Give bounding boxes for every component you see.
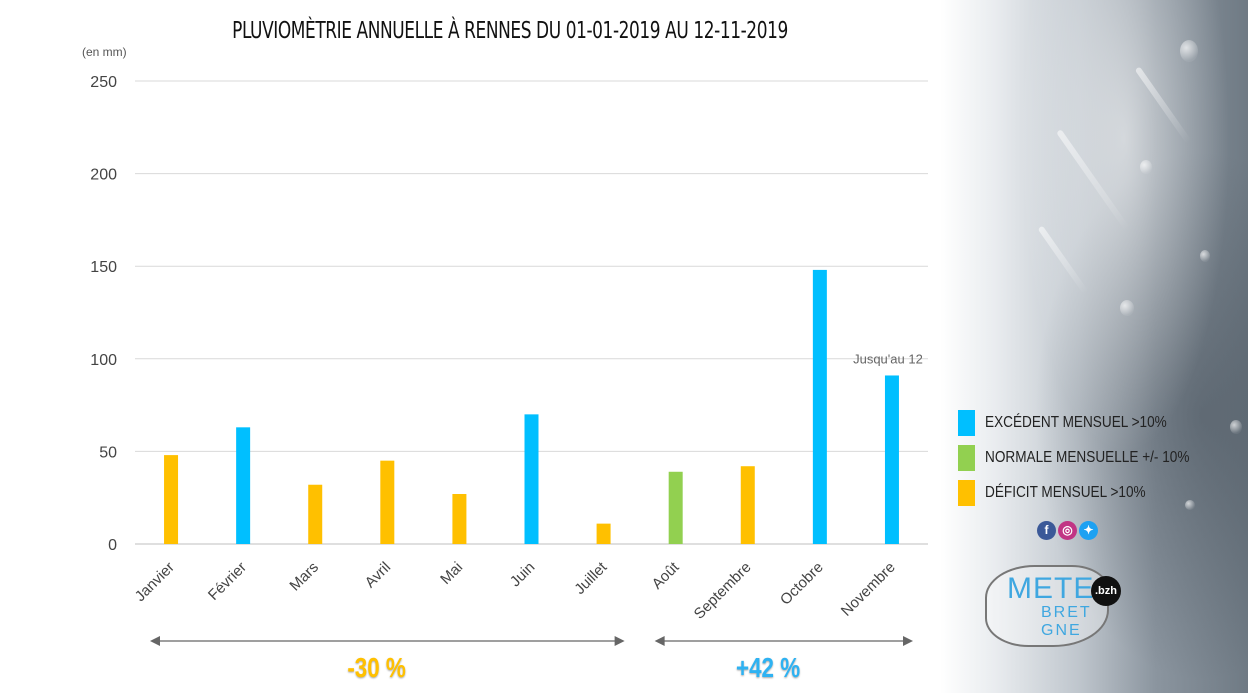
legend-label-deficit: DÉFICIT MENSUEL >10%	[985, 484, 1146, 501]
logo-badge-bzh: .bzh	[1091, 576, 1121, 606]
y-tick-label: 0	[108, 537, 117, 554]
bar-février	[236, 427, 251, 544]
period-deficit-percent: -30 %	[347, 652, 406, 683]
bar-mars	[308, 484, 323, 544]
bar-avril	[380, 460, 395, 544]
x-tick-label: Mai	[437, 559, 466, 588]
brittany-map-icon	[985, 565, 1109, 647]
period-arrow-head-right	[903, 636, 913, 646]
bar-octobre	[812, 269, 827, 544]
facebook-icon[interactable]: f	[1037, 521, 1056, 540]
bar-novembre	[884, 375, 899, 544]
bar-juillet	[596, 523, 611, 544]
legend-swatch-normale	[958, 445, 975, 471]
x-tick-label: Août	[649, 558, 683, 592]
bar-septembre	[740, 466, 755, 544]
x-tick-label: Février	[205, 559, 250, 604]
x-tick-label: Avril	[362, 559, 394, 591]
legend-label-excedent: EXCÉDENT MENSUEL >10%	[985, 414, 1167, 431]
bar-juin	[524, 414, 539, 544]
x-tick-label: Mars	[286, 559, 322, 595]
period-arrow-head-right	[614, 636, 625, 646]
logo-text-meteo: METE	[1007, 572, 1095, 605]
y-tick-label: 250	[90, 74, 117, 91]
y-axis-unit: (en mm)	[82, 45, 127, 59]
period-arrow-head-left	[150, 636, 160, 646]
y-tick-label: 100	[90, 352, 117, 369]
y-tick-label: 50	[99, 444, 117, 461]
x-tick-label: Janvier	[132, 559, 178, 605]
logo-text-bretagne: BRET GNE	[1041, 604, 1092, 639]
bar-janvier	[164, 455, 179, 544]
bar-mai	[452, 493, 467, 544]
x-tick-label: Novembre	[838, 559, 899, 620]
legend-label-normale: NORMALE MENSUELLE +/- 10%	[985, 449, 1190, 466]
legend-swatch-excedent	[958, 410, 975, 436]
y-tick-label: 150	[90, 259, 117, 276]
bar-août	[668, 471, 683, 544]
instagram-icon[interactable]: ◎	[1058, 521, 1077, 540]
x-tick-label: Octobre	[777, 559, 827, 609]
chart-title: PLUVIOMÈTRIE ANNUELLE À RENNES DU 01-01-…	[232, 18, 788, 44]
y-tick-label: 200	[90, 167, 117, 184]
bar-annotation: Jusqu'au 12	[853, 351, 923, 366]
legend-swatch-deficit	[958, 480, 975, 506]
x-tick-label: Septembre	[691, 559, 755, 623]
period-excedent-percent: +42 %	[736, 652, 801, 683]
meteo-bretagne-logo: METE BRET GNE .bzh	[985, 560, 1130, 650]
x-tick-label: Juillet	[571, 558, 611, 598]
period-arrow-head-left	[654, 636, 665, 646]
x-tick-label: Juin	[507, 559, 538, 590]
twitter-icon[interactable]: ✦	[1079, 521, 1098, 540]
